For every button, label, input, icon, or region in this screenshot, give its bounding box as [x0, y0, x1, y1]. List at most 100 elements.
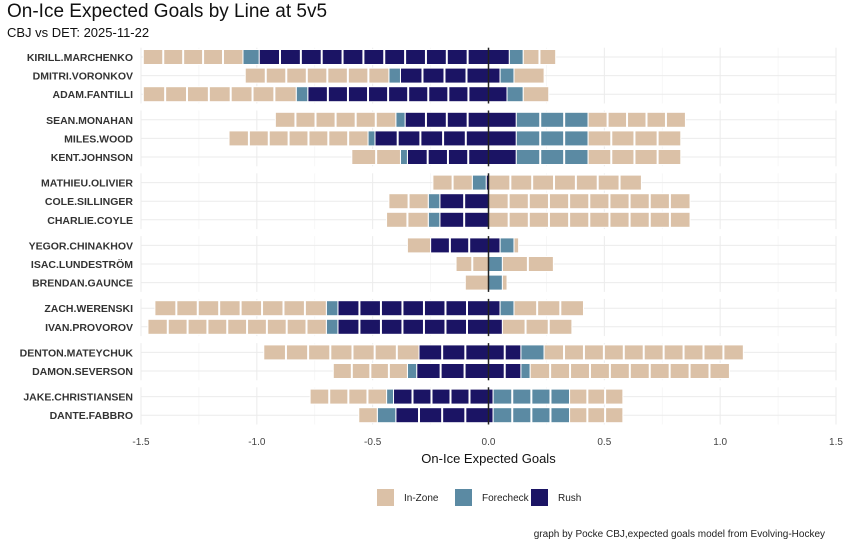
bar-against-forecheck: [388, 67, 401, 84]
y-tick-label: CHARLIE.COYLE: [47, 215, 133, 227]
y-tick-label: ZACH.WERENSKI: [44, 303, 133, 315]
bar-for-forecheck: [520, 363, 531, 379]
y-tick-label: DANTE.FABBRO: [50, 410, 133, 422]
bar-against-inzone: [228, 130, 369, 147]
bar-against-rush: [374, 130, 490, 147]
bar-against-rush: [393, 388, 489, 405]
bar-for-rush: [488, 237, 501, 254]
bar-for-rush: [488, 318, 503, 335]
chart-title: On-Ice Expected Goals by Line at 5v5: [7, 1, 328, 22]
bar-against-forecheck: [295, 86, 309, 103]
bar-for-inzone: [513, 237, 520, 254]
bar-for-forecheck: [506, 86, 524, 103]
bar-against-inzone: [464, 274, 490, 291]
bar-against-inzone: [263, 344, 420, 361]
legend-swatch-rush: [531, 489, 548, 506]
y-tick-label: COLE.SILLINGER: [45, 196, 134, 208]
bar-for-forecheck: [508, 49, 524, 65]
bar-against-inzone: [244, 67, 390, 84]
y-tick-label: YEGOR.CHINAKHOV: [29, 240, 133, 252]
y-tick-label: IVAN.PROVOROV: [45, 322, 133, 334]
bar-for-rush: [488, 130, 517, 147]
bar-for-inzone: [587, 111, 686, 128]
bar-for-forecheck: [515, 111, 589, 128]
x-tick-label: 1.0: [713, 437, 727, 448]
y-tick-label: JAKE.CHRISTIANSEN: [23, 392, 133, 404]
legend-swatch-forecheck: [455, 489, 472, 506]
bar-for-inzone: [501, 274, 508, 291]
bar-for-forecheck: [499, 67, 515, 84]
bar-against-rush: [307, 86, 489, 103]
bar-for-forecheck: [520, 344, 545, 361]
bar-for-rush: [488, 67, 501, 84]
x-axis-label: On-Ice Expected Goals: [421, 451, 556, 466]
bar-against-rush: [430, 237, 490, 254]
y-tick-label: DENTON.MATEYCHUK: [20, 347, 134, 359]
bar-against-rush: [337, 300, 489, 317]
bar-for-rush: [488, 111, 517, 128]
y-tick-label: BRENDAN.GAUNCE: [32, 278, 133, 290]
x-tick-label: -0.5: [364, 437, 382, 448]
bar-for-inzone: [501, 318, 573, 335]
y-tick-label: KENT.JOHNSON: [51, 152, 133, 164]
x-tick-label: -1.0: [248, 437, 266, 448]
bar-for-inzone: [522, 86, 550, 103]
y-tick-label: MATHIEU.OLIVIER: [41, 178, 133, 190]
x-tick-label: -1.5: [132, 437, 150, 448]
legend-swatch-inzone: [377, 489, 394, 506]
bar-against-forecheck: [427, 193, 441, 210]
bar-against-forecheck: [376, 407, 397, 424]
y-tick-label: DMITRI.VORONKOV: [33, 71, 133, 83]
y-tick-label: ADAM.FANTILLI: [53, 89, 134, 101]
bar-against-forecheck: [406, 363, 418, 379]
y-tick-label: MILES.WOOD: [64, 133, 133, 145]
y-tick-label: ISAC.LUNDESTRÖM: [31, 258, 133, 271]
bar-against-inzone: [142, 49, 244, 65]
bar-for-inzone: [488, 174, 642, 191]
bar-for-inzone: [569, 388, 624, 405]
bar-against-forecheck: [395, 111, 406, 128]
bar-against-rush: [258, 49, 489, 65]
legend-label-forecheck: Forecheck: [482, 493, 530, 504]
bar-for-rush: [488, 49, 510, 65]
bar-for-inzone: [513, 67, 545, 84]
bar-against-forecheck: [367, 130, 376, 147]
bar-for-forecheck: [488, 274, 503, 291]
bar-for-rush: [488, 149, 517, 165]
chart-caption: graph by Pocke CBJ,expected goals model …: [533, 529, 825, 540]
bar-for-forecheck: [515, 149, 589, 165]
chart-subtitle: CBJ vs DET: 2025-11-22: [7, 25, 150, 40]
y-tick-label: KIRILL.MARCHENKO: [27, 52, 133, 64]
x-tick-label: 0.5: [597, 437, 611, 448]
bar-for-forecheck: [499, 300, 515, 317]
bar-for-inzone: [569, 407, 624, 424]
bar-against-forecheck: [399, 149, 408, 165]
bar-against-forecheck: [471, 174, 487, 191]
bar-against-forecheck: [325, 300, 339, 317]
bar-for-forecheck: [499, 237, 515, 254]
bar-against-forecheck: [242, 49, 260, 65]
x-tick-label: 0.0: [482, 437, 496, 448]
bar-against-forecheck: [325, 318, 339, 335]
bar-against-rush: [416, 363, 489, 379]
bar-for-rush: [488, 86, 508, 103]
bar-for-forecheck: [488, 256, 503, 272]
bar-against-inzone: [406, 237, 432, 254]
bar-for-inzone: [513, 300, 584, 317]
bar-for-rush: [488, 300, 501, 317]
bar-against-rush: [337, 318, 489, 335]
x-tick-label: 1.5: [829, 437, 843, 448]
bar-against-forecheck: [427, 211, 441, 228]
y-tick-label: SEAN.MONAHAN: [46, 115, 133, 127]
bar-against-inzone: [142, 86, 297, 103]
bar-against-inzone: [358, 407, 378, 424]
bar-against-forecheck: [386, 388, 395, 405]
legend-label-inzone: In-Zone: [404, 493, 439, 504]
bar-against-inzone: [147, 318, 327, 335]
y-tick-label: DAMON.SEVERSON: [32, 366, 133, 378]
bar-against-rush: [418, 344, 489, 361]
legend-label-rush: Rush: [558, 493, 581, 504]
bar-for-forecheck: [515, 130, 589, 147]
